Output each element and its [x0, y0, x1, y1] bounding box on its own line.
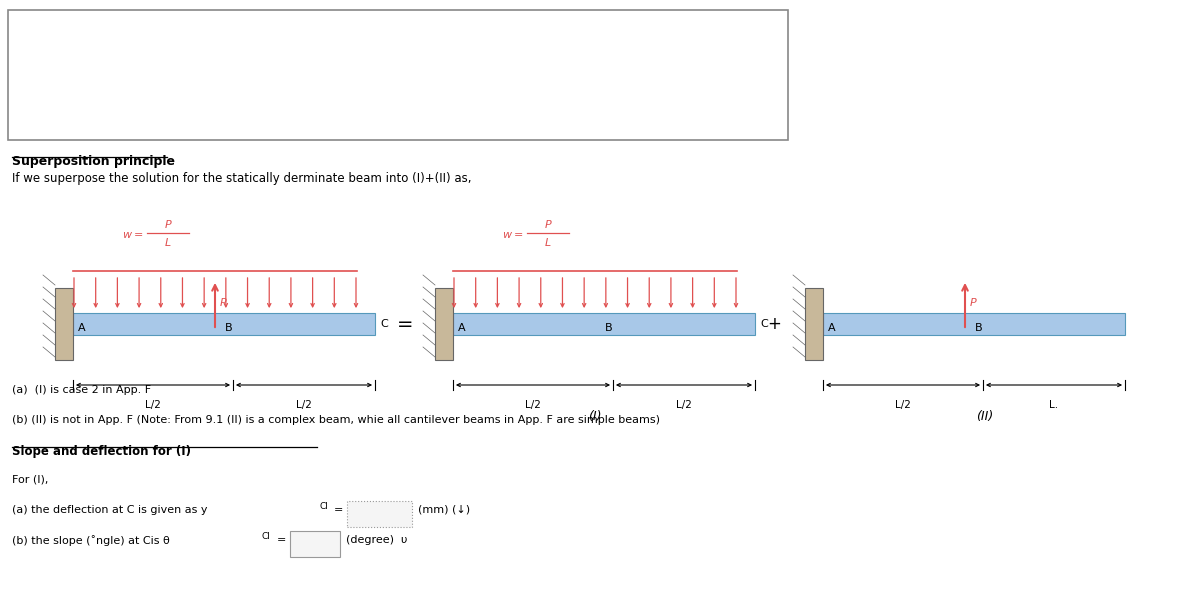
Text: (b) (II) is not in App. F (Note: From 9.1 (II) is a complex beam, whie all canti: (b) (II) is not in App. F (Note: From 9.… — [12, 415, 660, 425]
Text: L/2: L/2 — [296, 400, 312, 410]
Text: L.: L. — [1050, 400, 1058, 410]
Text: $w=$: $w=$ — [121, 230, 143, 240]
Text: $L$: $L$ — [545, 236, 552, 248]
Text: A: A — [828, 323, 835, 333]
Bar — [8, 10, 788, 140]
Text: (II): (II) — [977, 410, 994, 423]
Text: (a)  (I) is case 2 in App. F: (a) (I) is case 2 in App. F — [12, 385, 151, 395]
Text: L/2: L/2 — [145, 400, 161, 410]
Text: For (I),: For (I), — [12, 475, 48, 485]
Text: C: C — [760, 319, 768, 329]
Text: Slope and deflection for (I): Slope and deflection for (I) — [12, 445, 191, 458]
Text: Superposition principle: Superposition principle — [12, 155, 175, 168]
Text: $w=$: $w=$ — [502, 230, 523, 240]
Text: (I): (I) — [588, 410, 601, 423]
Bar — [823, 313, 1126, 335]
Text: +: + — [767, 315, 781, 333]
Text: CI: CI — [319, 502, 328, 511]
Text: =: = — [397, 314, 413, 333]
Text: =: = — [277, 535, 287, 545]
Text: L/2: L/2 — [895, 400, 911, 410]
Bar — [73, 313, 374, 335]
Bar — [454, 313, 755, 335]
Text: (a) the deflection at C is given as y: (a) the deflection at C is given as y — [12, 505, 208, 515]
Text: P: P — [220, 298, 227, 308]
FancyBboxPatch shape — [290, 531, 340, 557]
Text: A: A — [78, 323, 85, 333]
Text: A: A — [458, 323, 466, 333]
Text: B: B — [605, 323, 613, 333]
Text: B: B — [974, 323, 983, 333]
Bar — [805, 288, 823, 360]
Text: (b) the slope (˚ngle) at Cis θ: (b) the slope (˚ngle) at Cis θ — [12, 535, 169, 546]
Text: =: = — [334, 505, 343, 515]
Text: (mm) (↓): (mm) (↓) — [418, 505, 470, 515]
Text: P: P — [970, 298, 977, 308]
Bar — [55, 288, 73, 360]
Text: $L$: $L$ — [164, 236, 172, 248]
Text: If we superpose the solution for the statically derminate beam into (I)+(II) as,: If we superpose the solution for the sta… — [12, 172, 472, 185]
Bar — [434, 288, 452, 360]
Text: CI: CI — [262, 532, 271, 541]
FancyBboxPatch shape — [347, 501, 412, 527]
Text: $P$: $P$ — [544, 218, 552, 230]
Text: L/2: L/2 — [526, 400, 541, 410]
Text: B: B — [226, 323, 233, 333]
Text: L/2: L/2 — [676, 400, 692, 410]
Text: $P$: $P$ — [163, 218, 173, 230]
Text: (degree)  υ: (degree) υ — [346, 535, 407, 545]
Text: C: C — [380, 319, 388, 329]
